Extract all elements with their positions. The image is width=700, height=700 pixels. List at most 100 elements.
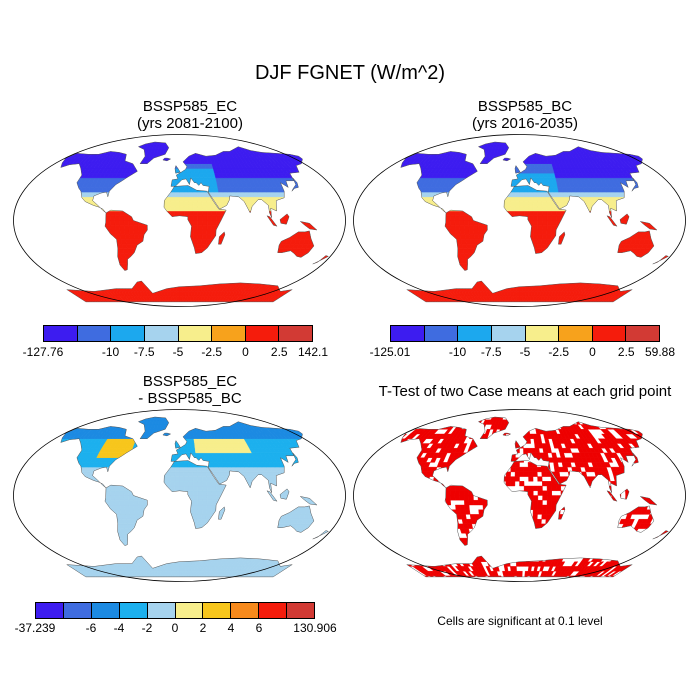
colorbar-swatch <box>592 326 627 341</box>
coastline-eurasia <box>510 421 643 493</box>
colorbar-tick-label: 0 <box>589 345 596 359</box>
coastline-iceland <box>502 432 512 437</box>
coastline-newguinea <box>299 220 318 231</box>
coastline-madagascar <box>558 506 566 520</box>
coastline-japan <box>631 452 639 467</box>
coastline-uk <box>514 440 521 449</box>
map-ttest <box>353 409 686 582</box>
significance-note: Cells are significant at 0.1 level <box>437 614 603 628</box>
colorbar-swatch <box>212 326 246 341</box>
coastline-africa <box>163 185 227 254</box>
colorbar-tick-label: -6 <box>85 621 97 635</box>
coastline-japan <box>291 177 299 192</box>
coastline-sumatra <box>606 490 618 502</box>
colorbar-tick-label: 2.5 <box>617 345 635 359</box>
colorbar-tick-label: -10 <box>448 345 467 359</box>
panel-bc-title-line2: (yrs 2016-2035) <box>472 115 578 132</box>
colorbar-swatch <box>111 326 145 341</box>
coastline-nz <box>652 530 670 540</box>
coastline-antarctica <box>65 555 293 578</box>
colorbar-swatch <box>245 326 280 341</box>
coastline-nz <box>652 255 670 265</box>
coastline-antarctica <box>405 280 633 303</box>
coastline-newguinea <box>299 495 318 506</box>
colorbar-swatch <box>144 326 179 341</box>
panel-ec-title: BSSP585_EC (yrs 2081-2100) <box>40 98 340 132</box>
coastline-iceland <box>162 432 172 437</box>
colorbar-tick-label: 142.1 <box>297 345 329 359</box>
colorbar-tick-label: -2.5 <box>201 345 223 359</box>
panel-diff-title-line1: BSSP585_EC <box>142 373 238 390</box>
coastline-greenland <box>137 141 170 164</box>
figure-title: DJF FGNET (W/m^2) <box>254 62 446 84</box>
coastline-borneo <box>279 488 290 500</box>
map-border <box>13 409 346 582</box>
panel-bc-title-line1: BSSP585_BC <box>477 98 573 115</box>
colorbar-ec <box>43 325 313 342</box>
colorbar-tick-label: -7.5 <box>133 345 155 359</box>
colorbar-swatch <box>279 326 312 341</box>
colorbar-tick-label: 2 <box>199 621 207 635</box>
colorbar-bc-labels: -125.01 -10 -7.5 -5 -2.5 0 2.5 59.88 <box>370 345 675 361</box>
colorbar-tick-label: 6 <box>255 621 263 635</box>
coastline-borneo <box>619 488 630 500</box>
coastline-namerica <box>400 151 478 214</box>
coastline-antarctica <box>405 555 633 578</box>
coastline-nz <box>312 530 330 540</box>
panel-ec-title-line2: (yrs 2081-2100) <box>137 115 243 132</box>
coastline-madagascar <box>218 231 226 245</box>
coastline-madagascar <box>558 231 566 245</box>
map-border <box>353 134 686 307</box>
colorbar-tick-label: 2.5 <box>270 345 288 359</box>
coastline-uk <box>514 165 521 174</box>
colorbar-swatch <box>44 326 78 341</box>
coastline-namerica <box>400 426 478 489</box>
colorbar-swatch <box>424 326 459 341</box>
colorbar-swatch <box>458 326 492 341</box>
panel-diff-title-line2: - BSSP585_BC <box>138 390 242 407</box>
colorbar-tick-label: 130.906 <box>293 621 337 635</box>
colorbar-swatch <box>491 326 526 341</box>
map-border <box>353 409 686 582</box>
colorbar-swatch <box>259 603 288 618</box>
coastline-africa <box>503 185 567 254</box>
colorbar-swatch <box>91 603 120 618</box>
colorbar-swatch <box>175 603 204 618</box>
map-bc <box>353 134 686 307</box>
coastline-samerica <box>444 484 488 546</box>
coastline-samerica <box>104 209 148 271</box>
coastline-borneo <box>619 213 630 225</box>
map-ec <box>13 134 346 307</box>
coastline-nz <box>312 255 330 265</box>
colorbar-swatch <box>36 603 64 618</box>
coastline-greenland <box>137 416 170 439</box>
colorbar-swatch <box>63 603 92 618</box>
colorbar-bc <box>390 325 660 342</box>
colorbar-tick-label: -127.76 <box>22 345 64 359</box>
map-diff <box>13 409 346 582</box>
colorbar-swatch <box>147 603 176 618</box>
coastline-uk <box>174 440 181 449</box>
colorbar-swatch <box>231 603 260 618</box>
coastline-greenland <box>477 416 510 439</box>
coastline-africa <box>503 460 567 529</box>
colorbar-tick-label: -125.01 <box>369 345 411 359</box>
coastline-samerica <box>444 209 488 271</box>
coastline-sumatra <box>606 215 618 227</box>
colorbar-tick-label: -2.5 <box>548 345 570 359</box>
coastline-namerica <box>60 426 138 489</box>
colorbar-tick-label: -4 <box>113 621 125 635</box>
coastline-borneo <box>279 213 290 225</box>
coastline-australia <box>277 230 315 258</box>
colorbar-tick-label: -5 <box>172 345 184 359</box>
coastline-uk <box>174 165 181 174</box>
colorbar-tick-label: -5 <box>519 345 531 359</box>
coastline-eurasia <box>510 146 643 218</box>
coastline-antarctica <box>65 280 293 303</box>
colorbar-tick-label: 0 <box>171 621 179 635</box>
coastline-madagascar <box>218 506 226 520</box>
coastline-eurasia <box>170 421 303 493</box>
coastline-iceland <box>502 157 512 162</box>
colorbar-tick-label: -37.239 <box>14 621 56 635</box>
map-border <box>13 134 346 307</box>
